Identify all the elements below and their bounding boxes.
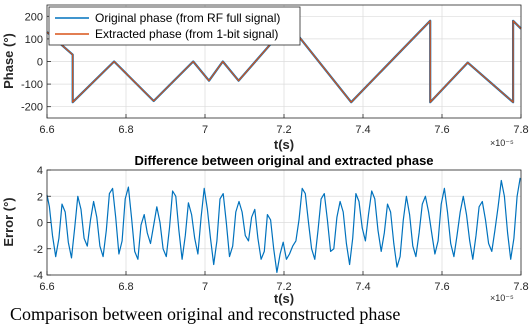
legend-entry-extracted: Extracted phase (from 1-bit signal) — [95, 27, 278, 41]
x-tick-label: 6.8 — [118, 281, 133, 293]
x-tick-label: 7.2 — [276, 124, 291, 136]
y-tick-label: 100 — [25, 34, 43, 46]
y-tick-label: 0 — [37, 218, 43, 230]
series-line-extracted — [46, 20, 522, 103]
phase-chart: 6.6 6.8 7 7.2 7.4 7.6 7.8 200 100 0 -100 -200 Phase… — [1, 4, 529, 152]
error-x-exponent: ×10⁻⁵ — [490, 293, 514, 303]
x-tick-label: 6.6 — [39, 124, 54, 136]
y-tick-label: 200 — [25, 11, 43, 23]
error-x-axis-label: t(s) — [274, 291, 294, 306]
x-tick-label: 7 — [202, 124, 208, 136]
x-tick-label: 7.2 — [276, 281, 291, 293]
phase-legend: Original phase (from RF full signal) Ext… — [48, 6, 301, 46]
x-tick-label: 7 — [202, 281, 208, 293]
error-series-lines — [46, 177, 521, 273]
y-tick-label: -200 — [21, 102, 43, 114]
y-tick-label: -100 — [21, 79, 43, 91]
y-tick-label: -4 — [33, 270, 43, 282]
error-ticks: 6.6 6.8 7 7.2 7.4 7.6 7.8 4 2 0 -2 -4 — [33, 165, 528, 293]
series-line-error — [46, 177, 521, 273]
error-chart-title: Difference between original and extracte… — [134, 153, 433, 168]
phase-series-lines — [46, 19, 522, 104]
error-y-axis-label: Error (°) — [1, 197, 16, 246]
x-tick-label: 7.6 — [434, 124, 449, 136]
x-tick-label: 7.4 — [355, 281, 370, 293]
x-tick-label: 7.8 — [513, 281, 528, 293]
x-tick-label: 7.8 — [513, 124, 528, 136]
legend-box — [48, 6, 301, 46]
y-tick-label: 4 — [37, 165, 43, 177]
phase-ticks: 6.6 6.8 7 7.2 7.4 7.6 7.8 200 100 0 -100 -200 — [21, 11, 529, 136]
phase-y-axis-label: Phase (°) — [1, 33, 16, 89]
y-tick-label: 0 — [37, 57, 43, 69]
x-tick-label: 6.6 — [39, 281, 54, 293]
y-tick-label: -2 — [33, 244, 43, 256]
error-chart: Difference between original and extracte… — [1, 153, 529, 306]
x-tick-label: 6.8 — [118, 124, 133, 136]
phase-x-exponent: ×10⁻⁵ — [490, 138, 514, 148]
legend-entry-original: Original phase (from RF full signal) — [95, 11, 280, 25]
x-tick-label: 7.6 — [434, 281, 449, 293]
figure-caption: Comparison between original and reconstr… — [10, 304, 401, 324]
phase-x-axis-label: t(s) — [274, 137, 294, 152]
y-tick-label: 2 — [37, 191, 43, 203]
x-tick-label: 7.4 — [355, 124, 370, 136]
